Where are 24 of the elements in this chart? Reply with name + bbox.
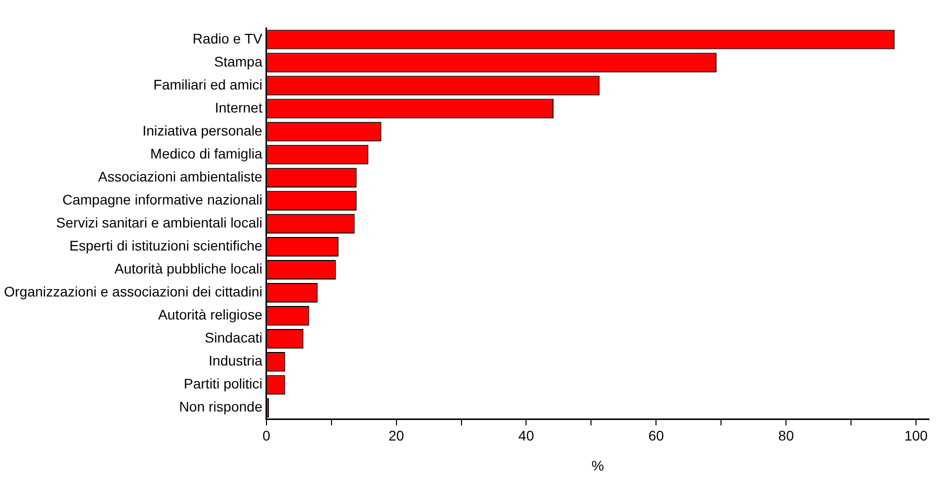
y-tick-label: Autorità pubbliche locali xyxy=(114,260,262,277)
y-tick-label: Internet xyxy=(214,99,262,116)
x-tick-label: 0 xyxy=(262,428,270,444)
y-tick-label: Partiti politici xyxy=(184,376,262,392)
x-tick-label: 60 xyxy=(648,428,664,444)
x-tick-label: 80 xyxy=(778,428,794,444)
y-tick-label: Familiari ed amici xyxy=(153,76,262,92)
y-tick-label: Non risponde xyxy=(179,398,263,415)
y-tick-label: Medico di famiglia xyxy=(150,145,263,162)
y-tick-label: Stampa xyxy=(214,53,263,70)
x-axis-title: % xyxy=(591,457,604,474)
y-tick-label: Sindacati xyxy=(204,330,262,346)
y-tick-label: Organizzazioni e associazioni dei cittadini xyxy=(4,284,262,300)
y-tick-label: Iniziativa personale xyxy=(142,122,263,138)
y-tick-label: Radio e TV xyxy=(192,30,264,46)
x-tick-label: 100 xyxy=(904,428,928,444)
y-tick-label: Esperti di istituzioni scientifiche xyxy=(69,238,263,254)
y-tick-label: Autorità religiose xyxy=(158,306,263,323)
y-tick-label: Servizi sanitari e ambientali locali xyxy=(56,214,262,231)
y-tick-label: Industria xyxy=(208,352,263,369)
y-tick-label: Campagne informative nazionali xyxy=(62,192,262,208)
x-tick-label: 40 xyxy=(518,428,534,444)
y-tick-label: Associazioni ambientaliste xyxy=(98,168,263,185)
x-tick-label: 20 xyxy=(388,428,404,444)
